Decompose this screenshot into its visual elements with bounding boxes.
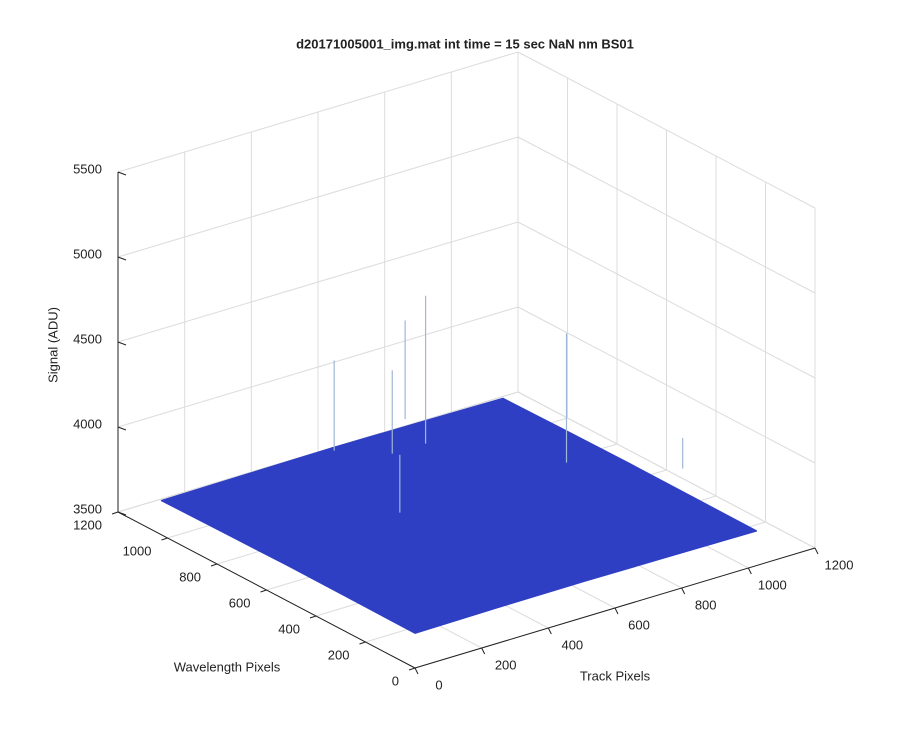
grid-line	[517, 221, 816, 379]
y-tick-label: 1000	[123, 543, 152, 558]
z-tick	[117, 171, 127, 176]
y-tick-label: 400	[278, 621, 300, 636]
y-tick	[309, 615, 317, 619]
y-tick	[408, 667, 416, 671]
x-tick	[814, 547, 819, 555]
z-tick-label: 4500	[73, 331, 102, 346]
chart-title: d20171005001_img.mat int time = 15 sec N…	[296, 36, 634, 51]
x-tick-label: 200	[495, 657, 517, 672]
x-tick	[481, 647, 486, 655]
x-tick	[414, 667, 419, 675]
z-tick-label: 5000	[73, 246, 102, 261]
y-tick-label: 800	[179, 569, 201, 584]
x-tick-label: 800	[695, 597, 717, 612]
z-tick	[117, 341, 127, 346]
z-tick	[117, 256, 127, 261]
grid-line	[517, 136, 816, 294]
x-tick-label: 0	[435, 677, 442, 692]
y-axis-title: Wavelength Pixels	[174, 659, 281, 674]
grid-line	[117, 136, 519, 258]
grid-line	[117, 51, 519, 173]
x-tick-label: 600	[628, 617, 650, 632]
z-tick-label: 5500	[73, 161, 102, 176]
x-tick	[614, 607, 619, 615]
grid-line	[517, 391, 816, 549]
y-tick	[210, 563, 218, 567]
y-tick	[111, 511, 119, 515]
x-tick-label: 400	[561, 637, 583, 652]
z-tick	[117, 426, 127, 431]
x-axis-title: Track Pixels	[580, 668, 651, 683]
y-tick-label: 0	[392, 673, 399, 688]
grid-line	[117, 221, 519, 343]
y-tick	[161, 537, 168, 541]
x-tick-label: 1000	[758, 577, 787, 592]
y-tick-label: 200	[328, 647, 350, 662]
z-tick	[117, 511, 127, 516]
y-tick-label: 600	[229, 595, 251, 610]
grid-line	[517, 306, 816, 464]
x-tick	[547, 627, 552, 635]
z-tick-label: 4000	[73, 416, 102, 431]
z-tick-label: 3500	[73, 501, 102, 516]
y-tick-label: 1200	[73, 517, 102, 532]
y-tick	[260, 589, 267, 593]
grid-line	[117, 306, 519, 428]
grid-line	[517, 51, 816, 209]
y-tick	[359, 641, 366, 645]
x-tick	[747, 567, 752, 575]
surface-patch	[350, 571, 502, 634]
x-tick	[681, 587, 686, 595]
z-axis-title: Signal (ADU)	[45, 307, 60, 383]
x-tick-label: 1200	[825, 557, 854, 572]
